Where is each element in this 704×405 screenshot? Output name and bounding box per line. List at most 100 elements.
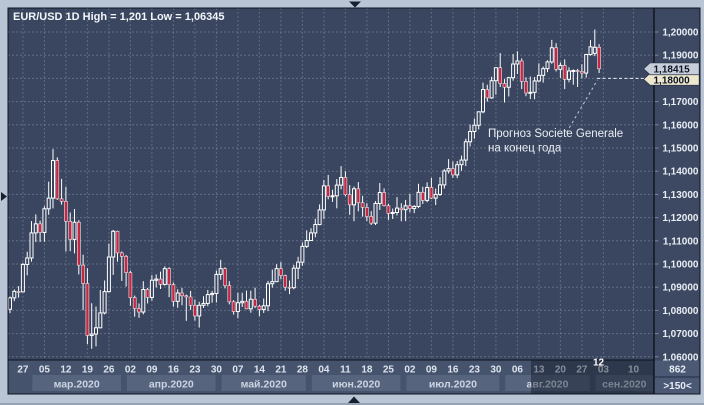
date-labels: мар.2020 апр.2020 май.2020 июн.2020 июл.2020…: [17, 365, 646, 391]
scroll-marker-left-icon[interactable]: [1, 192, 7, 201]
candle-body-bull: [446, 168, 451, 172]
candle-body-bull: [442, 170, 447, 186]
candle-body-bear: [420, 192, 425, 201]
price-axis-label: 1,15000: [662, 144, 699, 155]
candle-body-bull: [511, 63, 516, 79]
candle-body-bull: [412, 205, 417, 210]
candle-body-bull: [339, 176, 344, 186]
candle-body-bull: [317, 209, 322, 226]
candle-body-bear: [360, 202, 365, 208]
candle-body-bear: [81, 264, 85, 284]
date-tick-label: 09: [146, 365, 158, 376]
month-label: май.2020: [241, 379, 287, 391]
month-band: [406, 375, 500, 391]
candle-body-bear: [244, 301, 249, 310]
date-tick-label: 09: [426, 365, 438, 376]
candle-body-bear: [524, 81, 528, 94]
candle-body-bull: [476, 111, 481, 126]
candle-body-bull: [459, 159, 464, 166]
candle-body-bull: [481, 89, 485, 113]
candle-body-bull: [395, 207, 399, 213]
price-axis-label: 1,16000: [662, 120, 699, 131]
price-axis-label: 1,09000: [662, 283, 699, 294]
candle-body-bear: [451, 168, 455, 176]
current-price-badge: [642, 62, 700, 76]
candle-body-bull: [330, 195, 335, 198]
date-tick-label: 30: [211, 365, 223, 376]
candle-body-bear: [55, 160, 60, 200]
candle-body-bull: [455, 164, 460, 176]
price-axis-label: 1,13000: [662, 190, 699, 201]
scroll-marker-bottom-icon[interactable]: [348, 396, 360, 404]
month-label: авг.2020: [527, 379, 569, 391]
date-tick-label: 07: [232, 365, 244, 376]
date-tick-label: 14: [254, 365, 266, 376]
date-tick-label: 28: [297, 365, 309, 376]
candle-body-bear: [485, 89, 490, 99]
candle-body-bull: [588, 46, 593, 56]
month-band: [505, 375, 590, 391]
candle-body-bull: [300, 245, 305, 263]
date-tick-label: 26: [103, 365, 115, 376]
candle-body-bear: [68, 221, 72, 240]
candle-body-bear: [120, 252, 124, 257]
candle-body-bull: [377, 192, 382, 204]
price-axis-label: 1,12000: [662, 213, 699, 224]
candle-body-bull: [506, 77, 511, 88]
month-bands: [32, 375, 653, 391]
candle-body-bull: [210, 292, 215, 296]
candle-body-bull: [541, 68, 546, 76]
month-label: июн.2020: [332, 379, 380, 391]
candle-body-bull: [270, 281, 275, 285]
candle-body-bull: [89, 333, 94, 336]
price-axis-label: 1,14000: [662, 167, 699, 178]
date-tick-label: 03: [598, 365, 610, 376]
price-axis-label: 1,20000: [662, 28, 699, 39]
date-tick-label: 27: [576, 365, 588, 376]
price-axis-label: 1,08000: [662, 306, 699, 317]
date-tick-label: 25: [383, 365, 395, 376]
candle-body-bull: [334, 184, 339, 197]
candle-body-bear: [180, 292, 184, 297]
candle-body-bear: [167, 268, 171, 285]
candle-body-bear: [326, 185, 331, 197]
candle-body-bear: [429, 187, 434, 199]
annotation-line2: на конец года: [488, 143, 562, 155]
candle-body-bear: [132, 297, 137, 309]
candle-body-bear: [137, 308, 141, 313]
candle-body-bull: [536, 74, 541, 82]
scroll-marker-top-icon[interactable]: [349, 1, 361, 8]
candle-body-bear: [386, 205, 391, 214]
candle-body-bull: [102, 291, 107, 314]
candle-body-bear: [347, 194, 352, 206]
candle-body-bull: [240, 300, 245, 304]
candle-body-bull: [248, 298, 253, 310]
candle-body-bull: [528, 91, 533, 94]
candle-body-bear: [408, 205, 412, 209]
candle-body-bear: [145, 289, 150, 298]
candle-body-bear: [188, 296, 193, 306]
date-tick-label: 16: [447, 365, 459, 376]
date-tick-label: 11: [340, 365, 351, 376]
candle-body-bull: [141, 289, 146, 313]
date-tick-label: 27: [17, 365, 29, 376]
date-tick-label: 30: [490, 365, 502, 376]
date-tick-label: 04: [318, 365, 330, 376]
candle-body-bull: [571, 70, 576, 73]
month-band: [311, 375, 401, 391]
candle-body-bull: [545, 61, 550, 70]
candle-body-bear: [158, 278, 163, 285]
candle-body-bull: [235, 302, 240, 313]
candle-body-bull: [390, 211, 395, 214]
candle-body-bear: [343, 177, 348, 195]
forecast-pointer-diagonal: [566, 79, 598, 133]
candle-body-bear: [399, 207, 404, 211]
candle-body-bear: [287, 286, 292, 289]
candle-body-bull: [201, 302, 206, 306]
candle-body-bear: [283, 275, 288, 288]
candle-body-bear: [580, 71, 584, 74]
date-tick-label: 23: [469, 365, 481, 376]
candle-body-bear: [231, 301, 236, 312]
candle-body-bull: [205, 294, 210, 304]
